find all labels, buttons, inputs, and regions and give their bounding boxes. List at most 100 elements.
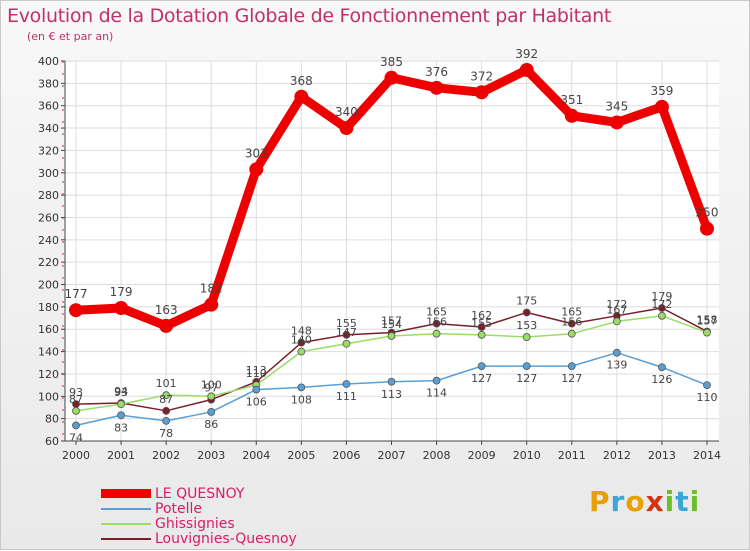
y-tick-label: 320 [38, 144, 59, 157]
data-point [117, 411, 125, 420]
data-label: 78 [159, 427, 173, 440]
legend-label: Potelle [155, 500, 203, 517]
data-label: 111 [336, 390, 357, 403]
data-label: 156 [426, 316, 447, 329]
data-point [703, 381, 711, 390]
data-point [564, 108, 579, 123]
data-label: 303 [245, 146, 268, 160]
data-label: 157 [697, 315, 718, 328]
data-label: 93 [114, 386, 128, 399]
data-label: 139 [606, 359, 627, 372]
y-tick-label: 120 [38, 368, 59, 381]
data-label: 86 [204, 418, 218, 431]
y-tick-label: 360 [38, 100, 59, 113]
data-label: 83 [114, 421, 128, 434]
proxiti-logo: Proxiti [589, 485, 700, 518]
data-point [162, 406, 171, 415]
data-label: 94 [114, 385, 128, 398]
y-tick-label: 220 [38, 256, 59, 269]
chart-title: Evolution de la Dotation Globale de Fonc… [7, 5, 612, 27]
data-label: 87 [69, 393, 83, 406]
data-point [658, 304, 666, 312]
data-point [159, 318, 174, 333]
data-label: 87 [159, 393, 173, 406]
x-tick-label: 2011 [558, 449, 586, 462]
data-label: 127 [516, 372, 537, 385]
data-point [162, 391, 171, 400]
data-point [658, 363, 666, 372]
logo-letter: i [664, 485, 676, 518]
data-label: 127 [561, 372, 582, 385]
data-label: 97 [204, 382, 218, 395]
data-point [384, 70, 399, 85]
data-label: 127 [471, 372, 492, 385]
x-tick-label: 2014 [693, 449, 721, 462]
data-point [72, 406, 80, 415]
x-tick-label: 2006 [332, 449, 360, 462]
data-point [522, 362, 531, 371]
data-label: 163 [155, 303, 178, 317]
data-label: 158 [697, 313, 718, 326]
y-tick-label: 240 [38, 234, 59, 247]
data-point [297, 338, 306, 347]
data-label: 108 [291, 393, 312, 406]
legend-swatch-louvignies-quesnoy [101, 537, 151, 540]
data-label: 162 [471, 309, 492, 322]
data-point [477, 362, 486, 371]
logo-letter: t [675, 485, 690, 518]
data-label: 113 [246, 364, 267, 377]
legend-item-ghissignies: Ghissignies [101, 516, 297, 532]
logo-letter: x [645, 485, 665, 518]
data-label: 351 [560, 93, 583, 107]
data-point [297, 383, 306, 392]
data-point [567, 362, 576, 371]
data-label: 392 [515, 47, 538, 61]
data-point [114, 301, 129, 315]
x-tick-label: 2004 [242, 449, 270, 462]
data-label: 376 [425, 65, 448, 79]
data-label: 113 [381, 388, 402, 401]
data-point [72, 421, 80, 430]
legend-label: Louvignies-Quesnoy [155, 530, 297, 547]
legend: LE QUESNOY Potelle Ghissignies Louvignie… [101, 486, 297, 547]
data-point [703, 328, 711, 337]
data-label: 93 [69, 386, 83, 399]
data-point [612, 348, 621, 357]
y-tick-label: 340 [38, 122, 59, 135]
legend-swatch-potelle [101, 507, 151, 510]
data-point [207, 392, 216, 401]
data-point [249, 162, 264, 177]
data-label: 126 [651, 373, 672, 386]
y-tick-label: 100 [38, 390, 59, 403]
y-tick-label: 60 [45, 435, 59, 448]
data-label: 368 [290, 74, 313, 88]
data-point [432, 319, 441, 328]
data-label: 165 [426, 306, 447, 319]
data-label: 154 [381, 318, 402, 331]
data-label: 106 [246, 396, 267, 409]
data-label: 110 [697, 391, 718, 404]
legend-item-potelle: Potelle [101, 500, 297, 517]
x-tick-label: 2002 [152, 449, 180, 462]
logo-letter: i [689, 485, 701, 518]
data-label: 155 [471, 317, 492, 330]
legend-item-louvignies-quesnoy: Louvignies-Quesnoy [101, 530, 297, 547]
data-label: 340 [335, 105, 358, 119]
data-point [654, 99, 669, 114]
data-label: 110 [246, 367, 267, 380]
y-tick-label: 280 [38, 189, 59, 202]
data-label: 114 [426, 387, 447, 400]
data-label: 172 [651, 298, 672, 311]
data-label: 182 [200, 282, 223, 296]
data-label: 140 [291, 334, 312, 347]
legend-swatch-le-quesnoy [101, 489, 151, 498]
data-point [387, 377, 396, 386]
data-label: 172 [606, 298, 627, 311]
legend-swatch-ghissignies [101, 522, 151, 525]
data-point [342, 339, 351, 348]
x-tick-label: 2001 [107, 449, 135, 462]
data-label: 359 [650, 84, 673, 98]
data-label: 175 [516, 294, 537, 307]
data-point [342, 380, 351, 388]
